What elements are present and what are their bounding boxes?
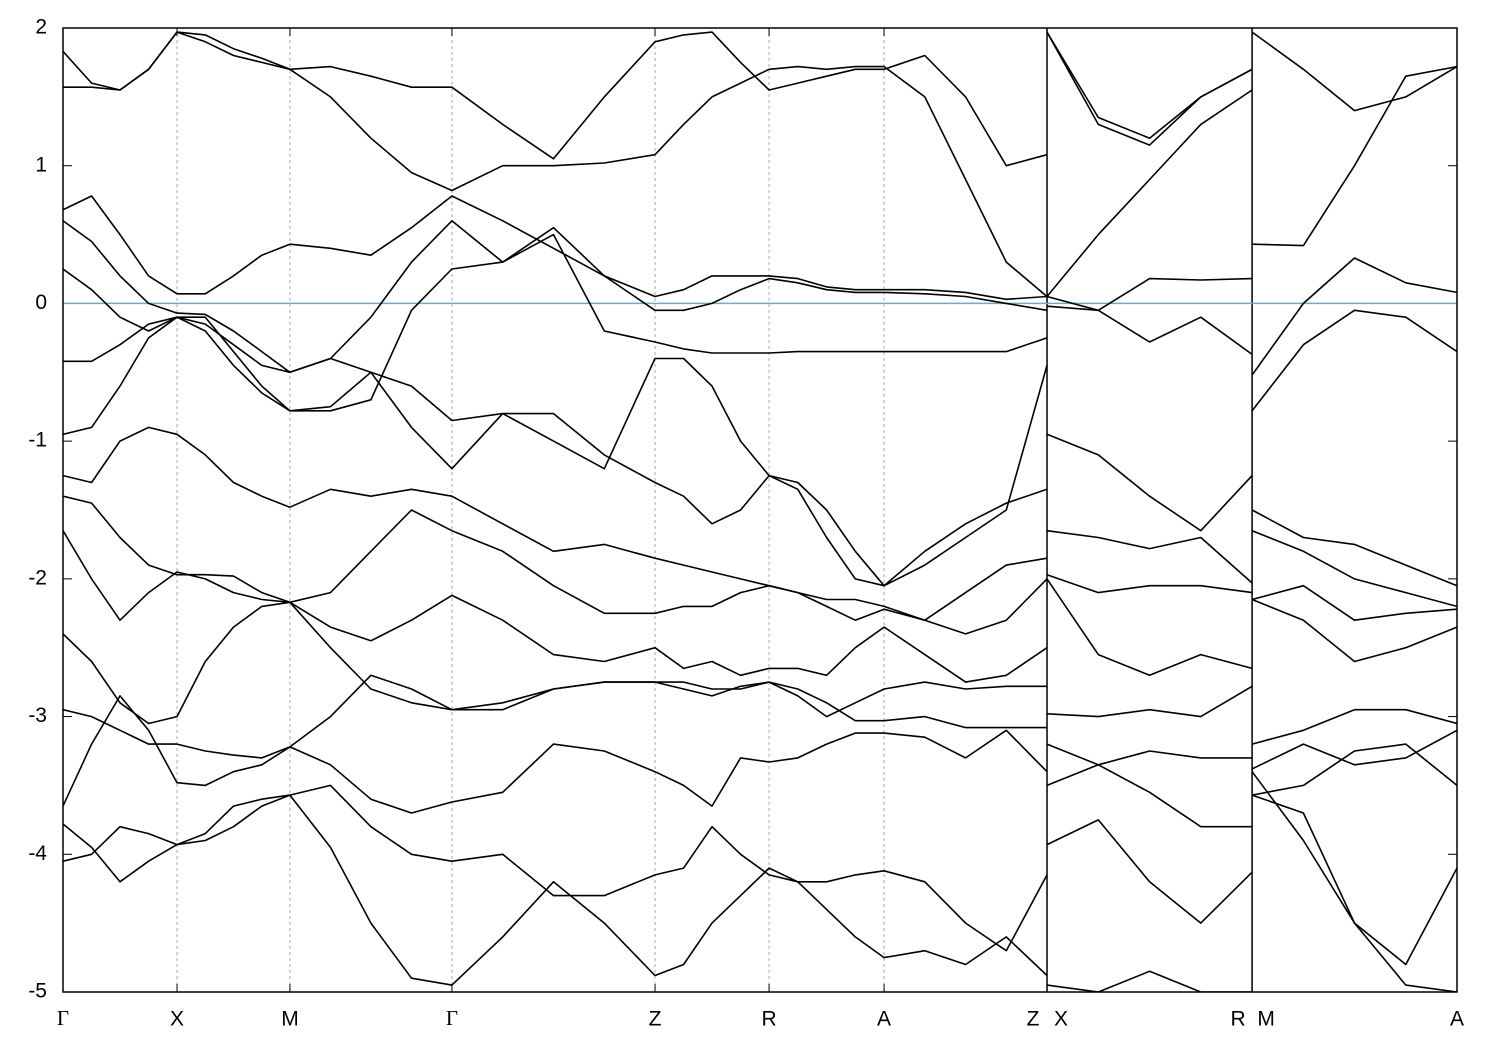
x-tick-label: A <box>877 1008 891 1031</box>
x-tick-label: Γ <box>446 1006 458 1030</box>
y-tick-label: 2 <box>35 16 47 39</box>
band-line <box>63 695 1457 992</box>
band-line <box>63 31 1457 167</box>
y-tick-label: -5 <box>28 980 47 1003</box>
x-tick-label: Z <box>649 1008 662 1031</box>
x-tick-label: Γ <box>57 1006 69 1030</box>
band-line <box>63 530 1457 770</box>
x-tick-label: X <box>170 1008 184 1031</box>
y-tick-label: 1 <box>35 153 47 176</box>
band-line <box>63 220 1457 412</box>
band-line <box>63 794 1048 986</box>
plot-frame <box>62 27 1458 993</box>
x-tick-label: X <box>1054 1008 1068 1031</box>
band-line <box>63 784 1253 992</box>
y-tick-label: -3 <box>28 704 47 727</box>
x-tick-label: M <box>281 1008 299 1031</box>
band-line <box>63 316 1457 621</box>
band-line <box>63 233 1457 608</box>
band-line <box>63 426 1457 663</box>
x-tick-label: R <box>1230 1008 1245 1031</box>
y-tick-label: 0 <box>35 291 47 314</box>
x-tick-label: Z <box>1027 1008 1040 1031</box>
y-tick-label: -2 <box>28 566 47 589</box>
x-tick-label: R <box>761 1008 776 1031</box>
x-tick-label: A <box>1450 1008 1464 1031</box>
y-tick-label: -4 <box>28 842 47 865</box>
x-tick-label: M <box>1257 1008 1275 1031</box>
plot-area <box>63 31 1457 992</box>
band-line <box>63 268 1457 587</box>
y-tick-label: -1 <box>28 429 47 452</box>
band-line <box>63 89 1457 376</box>
band-line <box>63 674 1457 828</box>
band-line <box>63 495 1457 745</box>
